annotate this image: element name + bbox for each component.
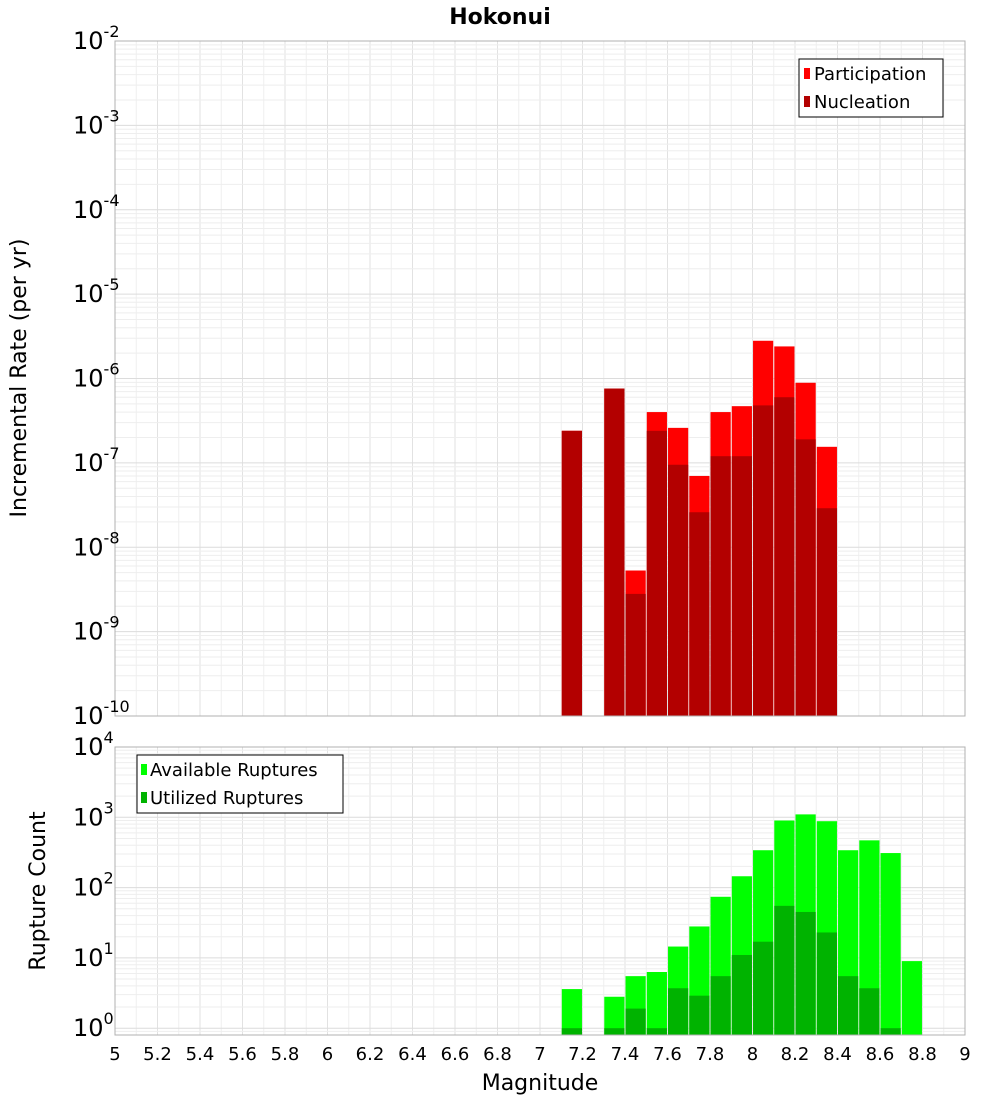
bottom-bar-utilized-ruptures (880, 1028, 901, 1035)
x-tick-label: 8.4 (823, 1044, 852, 1065)
bottom-bar-available-ruptures (901, 961, 922, 1035)
x-tick-label: 7.4 (611, 1044, 640, 1065)
utilized-ruptures-legend-swatch (141, 792, 147, 803)
bottom-y-tick-label: 103 (73, 798, 114, 831)
x-tick-label: 6 (322, 1044, 333, 1065)
top-y-tick-label: 10-9 (73, 613, 120, 646)
bottom-y-tick-label: 100 (73, 1009, 114, 1042)
top-bar-nucleation (561, 430, 582, 716)
x-tick-label: 5.8 (271, 1044, 300, 1065)
bottom-bar-utilized-ruptures (774, 905, 795, 1035)
bottom-y-tick-label: 101 (73, 939, 114, 972)
top-y-tick-label: 10-8 (73, 528, 120, 561)
x-tick-label: 7.8 (696, 1044, 725, 1065)
utilized-ruptures-legend-label: Utilized Ruptures (150, 788, 303, 809)
top-bar-nucleation (668, 464, 689, 716)
bottom-bar-utilized-ruptures (625, 1008, 646, 1035)
top-y-tick-label: 10-7 (73, 444, 120, 477)
x-tick-label: 9 (959, 1044, 970, 1065)
top-y-tick-label: 10-10 (73, 697, 130, 730)
top-bar-nucleation (795, 439, 816, 716)
bottom-plot-border (114, 746, 966, 1036)
x-tick-label: 5 (109, 1044, 120, 1065)
participation-legend-swatch (804, 68, 810, 79)
top-y-tick-label: 10-3 (73, 106, 120, 139)
x-tick-label: 6.2 (356, 1044, 385, 1065)
bottom-y-tick-label: 102 (73, 869, 114, 902)
x-tick-label: 7.6 (653, 1044, 682, 1065)
bottom-bar-utilized-ruptures (753, 941, 774, 1035)
x-tick-labels: 5 5.2 5.4 5.6 5.8 6 6.2 6.4 6.6 6.8 7 7.2 7.4 7.6 7.8 8… (109, 1044, 970, 1065)
top-y-axis-label: Incremental Rate (per yr) (7, 239, 32, 518)
top-legend-box (798, 58, 944, 118)
top-bar-nucleation (816, 508, 837, 716)
bottom-bar-utilized-ruptures (859, 988, 880, 1035)
bottom-legend: Available Ruptures Utilized Ruptures (136, 754, 344, 814)
top-bar-nucleation (731, 456, 752, 716)
x-tick-label: 7 (534, 1044, 545, 1065)
top-plot-border (114, 40, 966, 717)
bottom-bar-utilized-ruptures (668, 988, 689, 1035)
available-ruptures-legend-label: Available Ruptures (150, 760, 318, 781)
x-tick-label: 8.2 (781, 1044, 810, 1065)
top-y-tick-label: 10-2 (73, 22, 120, 55)
top-bar-nucleation (710, 456, 731, 716)
available-ruptures-legend-swatch (141, 764, 147, 775)
top-gridlines (114, 40, 966, 717)
top-bars (561, 340, 837, 716)
bottom-y-tick-label: 104 (73, 728, 114, 761)
bottom-bar-available-ruptures (604, 996, 625, 1035)
x-tick-label: 5.2 (143, 1044, 172, 1065)
chart-title: Hokonui (449, 5, 551, 30)
nucleation-legend-swatch (804, 96, 810, 107)
top-bar-nucleation (625, 593, 646, 716)
x-tick-label: 6.8 (483, 1044, 512, 1065)
x-tick-label: 8.6 (866, 1044, 895, 1065)
top-y-tick-label: 10-4 (73, 191, 120, 224)
bottom-bar-utilized-ruptures (604, 1028, 625, 1035)
x-tick-label: 8.8 (908, 1044, 937, 1065)
top-y-tick-label: 10-5 (73, 275, 120, 308)
x-tick-label: 8 (747, 1044, 758, 1065)
top-plot-area (114, 40, 966, 717)
bottom-bar-utilized-ruptures (731, 954, 752, 1035)
bottom-bar-utilized-ruptures (689, 995, 710, 1035)
bottom-y-axis-label: Rupture Count (26, 811, 51, 971)
x-tick-label: 6.4 (398, 1044, 427, 1065)
top-y-tick-label: 10-6 (73, 360, 120, 393)
bottom-bar-available-ruptures (561, 989, 582, 1035)
bottom-legend-box (136, 754, 344, 814)
bottom-y-tick-labels: 100 101 102 103 104 (73, 728, 114, 1042)
top-bar-nucleation (774, 397, 795, 716)
bottom-bar-utilized-ruptures (838, 976, 859, 1035)
bottom-bar-available-ruptures (880, 853, 901, 1035)
top-bar-nucleation (604, 388, 625, 716)
top-y-tick-labels: 10-10 10-9 10-8 10-7 10-6 10-5 10-4 10-3 10-2 (73, 22, 130, 730)
top-bar-nucleation (646, 430, 667, 716)
top-bar-nucleation (753, 405, 774, 716)
participation-legend-label: Participation (814, 64, 926, 85)
bottom-bar-available-ruptures (859, 840, 880, 1035)
x-tick-label: 5.4 (186, 1044, 215, 1065)
bottom-bar-utilized-ruptures (561, 1028, 582, 1035)
bottom-bar-available-ruptures (646, 971, 667, 1035)
top-bar-nucleation (689, 512, 710, 716)
bottom-bars (561, 814, 922, 1035)
bottom-bar-utilized-ruptures (795, 911, 816, 1035)
top-legend: Participation Nucleation (798, 58, 944, 118)
nucleation-legend-label: Nucleation (814, 92, 910, 113)
x-tick-label: 7.2 (568, 1044, 597, 1065)
bottom-bar-utilized-ruptures (646, 1028, 667, 1035)
x-tick-label: 5.6 (228, 1044, 257, 1065)
bottom-bar-utilized-ruptures (710, 976, 731, 1035)
x-tick-label: 6.6 (441, 1044, 470, 1065)
x-axis-label: Magnitude (482, 1071, 599, 1096)
bottom-bar-utilized-ruptures (816, 932, 837, 1035)
